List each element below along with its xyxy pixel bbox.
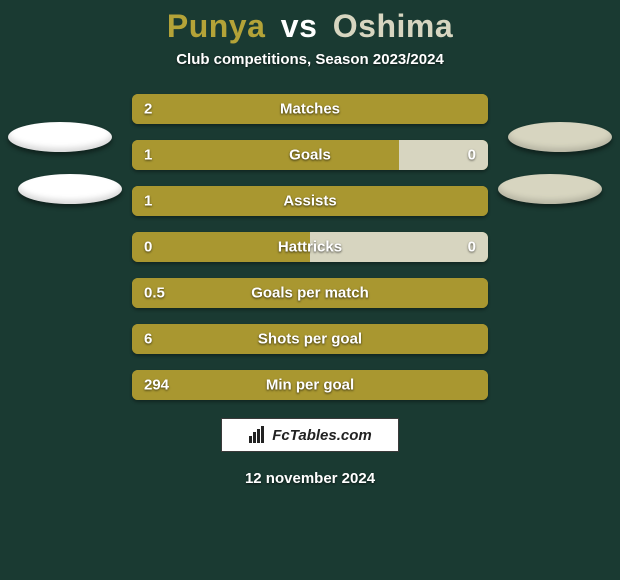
date-label: 12 november 2024 [0,470,620,487]
player1-name: Punya [167,8,266,44]
vs-label: vs [281,8,318,44]
attribution-badge: FcTables.com [221,418,399,452]
stat-row: 2Matches [132,94,488,124]
stat-label: Hattricks [132,239,488,256]
stat-row: 10Goals [132,140,488,170]
stat-label: Goals [132,147,488,164]
player2-name: Oshima [333,8,453,44]
stat-label: Shots per goal [132,331,488,348]
page-title: Punya vs Oshima [0,8,620,45]
comparison-card: Punya vs Oshima Club competitions, Seaso… [0,0,620,580]
stat-row: 294Min per goal [132,370,488,400]
subtitle: Club competitions, Season 2023/2024 [0,51,620,68]
stat-label: Min per goal [132,377,488,394]
stat-row: 00Hattricks [132,232,488,262]
attribution-text: FcTables.com [272,427,371,444]
bars-icon [248,426,268,444]
stat-label: Goals per match [132,285,488,302]
stat-label: Matches [132,101,488,118]
stat-row: 0.5Goals per match [132,278,488,308]
stat-label: Assists [132,193,488,210]
stat-row: 1Assists [132,186,488,216]
stat-row: 6Shots per goal [132,324,488,354]
stats-list: 2Matches 10Goals 1Assists 00Hattricks 0.5Goa… [0,94,620,400]
